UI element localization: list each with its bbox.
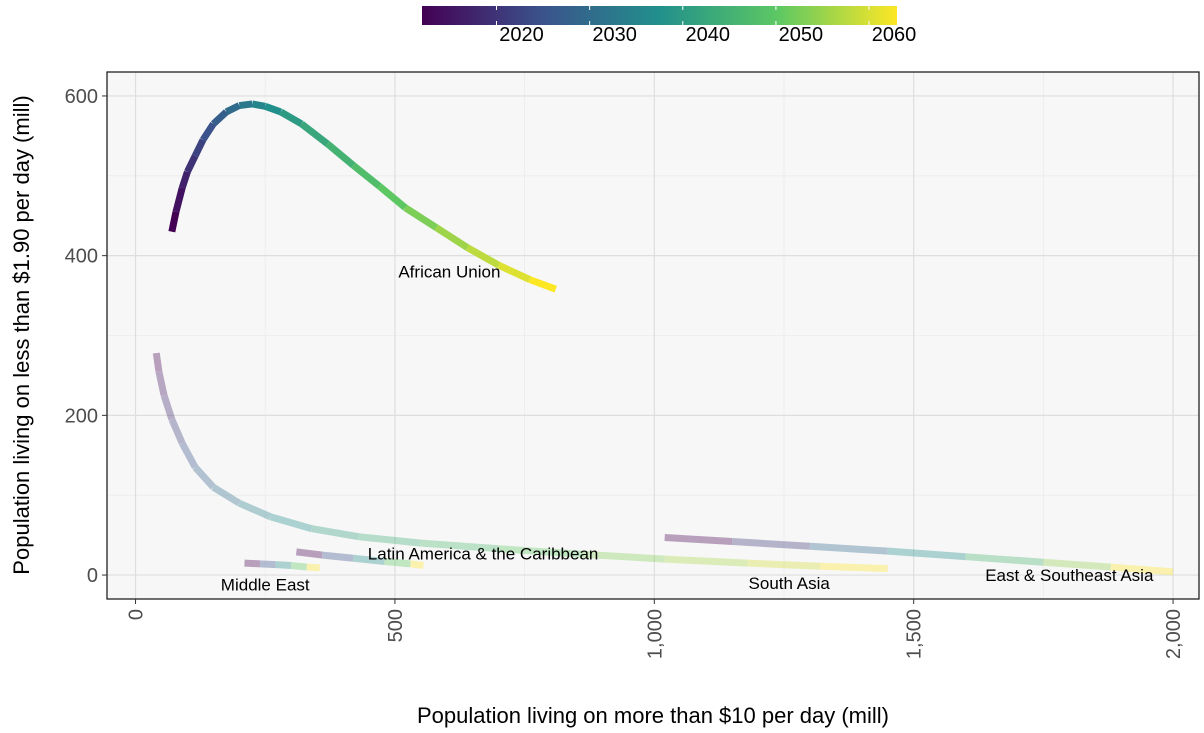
line-segment: [168, 211, 180, 233]
line-segment: [664, 555, 748, 567]
x-tick-label: 500: [385, 609, 407, 642]
y-tick-label: 400: [65, 246, 98, 268]
x-axis-title: Population living on more than $10 per d…: [417, 703, 889, 728]
line-segment: [251, 100, 266, 110]
line-segment: [172, 186, 186, 213]
line-segment: [311, 525, 360, 541]
colorbar-tick-label: 2040: [686, 24, 731, 46]
series-line: [664, 534, 1174, 576]
series-lines: [152, 100, 1174, 576]
series-labels: African Union South Asia East & Southeast …: [221, 263, 1154, 595]
line-segment: [664, 534, 733, 546]
y-axis-title: Population living on less than $1.90 per…: [9, 95, 34, 574]
line-segment: [275, 561, 292, 569]
line-segment: [295, 548, 323, 559]
series-label: African Union: [398, 263, 500, 282]
line-segment: [528, 276, 557, 293]
line-segment: [279, 108, 304, 127]
series-line: [244, 559, 320, 572]
colorbar-tick-label: 2060: [872, 24, 917, 46]
line-segment: [211, 484, 242, 507]
line-segment: [887, 547, 966, 561]
series-line: [295, 548, 424, 569]
line-segment: [1043, 558, 1112, 571]
x-axis: 0 500 1,000 1,500 2,000: [126, 599, 1185, 659]
line-segment: [178, 170, 191, 189]
line-segment: [168, 417, 186, 445]
line-segment: [1110, 563, 1174, 576]
y-axis: 0 200 400 600: [65, 86, 107, 587]
x-tick-label: 1,500: [904, 609, 926, 659]
line-segment: [434, 224, 470, 251]
line-segment: [731, 538, 811, 550]
x-tick-label: 0: [126, 609, 148, 620]
line-segment: [155, 370, 168, 397]
line-segment: [224, 102, 241, 116]
gridlines: [107, 72, 1199, 599]
series-line: [168, 100, 557, 293]
line-segment: [384, 557, 411, 568]
line-segment: [200, 121, 217, 142]
line-segment: [403, 204, 439, 231]
line-segment: [321, 551, 354, 562]
y-tick-label: 0: [87, 565, 98, 587]
line-segment: [497, 262, 532, 283]
y-tick-label: 200: [65, 405, 98, 427]
colorbar-legend: 2020 2030 2040 2050 2060: [422, 6, 916, 46]
line-segment: [358, 533, 422, 547]
x-tick-label: 2,000: [1163, 609, 1185, 659]
y-tick-label: 600: [65, 86, 98, 108]
line-segment: [184, 154, 199, 174]
line-segment: [152, 352, 163, 372]
line-segment: [290, 561, 308, 571]
line-segment: [820, 562, 888, 573]
colorbar-tick-label: 2020: [499, 24, 544, 46]
line-segment: [325, 141, 356, 169]
line-segment: [465, 244, 501, 269]
line-segment: [192, 138, 207, 158]
x-tick-label: 1,000: [644, 609, 666, 659]
line-segment: [192, 464, 216, 490]
line-segment: [237, 499, 272, 520]
line-segment: [410, 560, 424, 569]
line-segment: [581, 550, 665, 563]
colorbar-tick-label: 2050: [779, 24, 824, 46]
line-segment: [420, 539, 499, 553]
line-segment: [353, 554, 385, 565]
line-segment: [259, 560, 276, 569]
line-segment: [809, 542, 888, 555]
line-segment: [351, 162, 382, 189]
line-segment: [210, 109, 229, 127]
plot-border: [106, 71, 1200, 600]
line-segment: [179, 441, 199, 469]
line-segment: [299, 121, 330, 147]
colorbar-tick-label: 2030: [592, 24, 637, 46]
line-segment: [238, 100, 253, 110]
line-segment: [306, 563, 320, 572]
series-label: South Asia: [749, 574, 831, 593]
line-segment: [160, 394, 176, 421]
series-line: [152, 352, 888, 573]
line-segment: [264, 103, 282, 116]
line-segment: [747, 559, 821, 570]
line-segment: [269, 513, 313, 533]
series-label: Latin America & the Caribbean: [368, 544, 599, 563]
line-segment: [377, 183, 408, 211]
series-label: Middle East: [221, 576, 310, 595]
series-label: East & Southeast Asia: [985, 566, 1154, 585]
line-segment: [244, 559, 261, 568]
line-segment: [498, 545, 582, 558]
line-segment: [965, 553, 1044, 566]
colorbar: [422, 6, 897, 25]
